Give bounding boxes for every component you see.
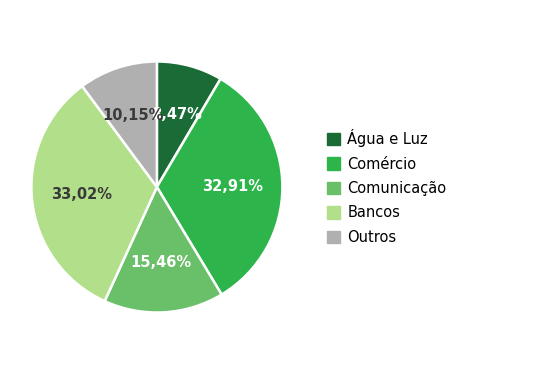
Wedge shape (104, 187, 222, 313)
Wedge shape (82, 61, 157, 187)
Wedge shape (157, 61, 221, 187)
Text: 33,02%: 33,02% (51, 187, 113, 202)
Text: 10,15%: 10,15% (103, 108, 164, 123)
Text: 15,46%: 15,46% (130, 255, 192, 270)
Wedge shape (157, 79, 282, 295)
Legend: Água e Luz, Comércio, Comunicação, Bancos, Outros: Água e Luz, Comércio, Comunicação, Banco… (321, 123, 452, 251)
Wedge shape (31, 86, 157, 301)
Text: 32,91%: 32,91% (202, 179, 263, 194)
Text: 8,47%: 8,47% (151, 107, 202, 122)
